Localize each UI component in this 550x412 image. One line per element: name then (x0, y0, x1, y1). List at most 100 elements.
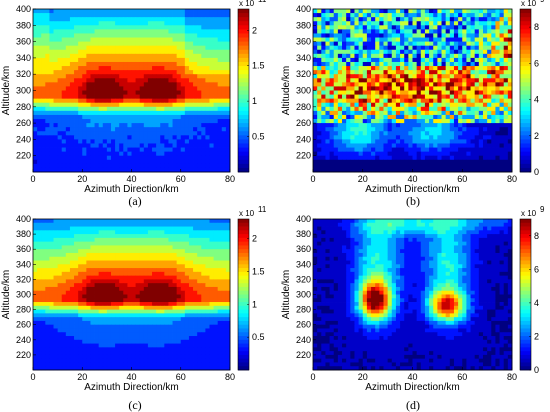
heatmap-cell (102, 252, 108, 258)
heatmap-cell (156, 119, 161, 124)
heatmap-cell (78, 275, 83, 280)
heatmap-cell (449, 106, 455, 112)
heatmap-cell (78, 147, 83, 153)
heatmap-cell (127, 21, 132, 26)
heatmap-cell (395, 21, 401, 26)
heatmap-cell (176, 119, 182, 124)
heatmap-cell (333, 41, 339, 47)
heatmap-cells (313, 9, 513, 173)
heatmap-cell (37, 9, 42, 14)
heatmap-cell (168, 256, 173, 261)
heatmap-cell (503, 37, 509, 43)
heatmap-cell (358, 110, 364, 116)
heatmap-cell (205, 123, 210, 128)
heatmap-cell (466, 131, 471, 136)
heatmap-cell (123, 114, 128, 120)
heatmap-cell (358, 82, 364, 87)
heatmap-cell (123, 127, 128, 132)
heatmap-cell (188, 114, 194, 120)
heatmap-cell (33, 131, 38, 136)
heatmap-cell (143, 25, 149, 30)
heatmap-cell (495, 131, 500, 136)
heatmap-cell (321, 127, 326, 132)
heatmap-cell (354, 114, 360, 120)
heatmap-cell (90, 29, 95, 34)
heatmap-cell (424, 33, 430, 38)
heatmap-cell (325, 82, 330, 87)
heatmap-cell (115, 143, 120, 148)
heatmap-cell (152, 147, 157, 153)
colorbar-segment (238, 13, 249, 18)
heatmap-cell (160, 237, 165, 243)
heatmap-cell (106, 61, 112, 67)
heatmap-cell (441, 41, 447, 47)
heatmap-cell (491, 57, 496, 63)
heatmap-cell (482, 151, 488, 157)
heatmap-cell (176, 49, 182, 55)
heatmap-cell (453, 155, 459, 161)
heatmap-cell (69, 119, 75, 124)
heatmap-cell (78, 78, 83, 83)
heatmap-cell (180, 131, 186, 136)
heatmap-cell (78, 159, 83, 165)
heatmap-cell (106, 226, 112, 231)
heatmap-cell (127, 151, 132, 157)
heatmap-cell (437, 151, 442, 157)
heatmap-cell (387, 25, 393, 30)
heatmap-cell (176, 268, 182, 273)
heatmap-cell (433, 78, 438, 83)
heatmap-cell (82, 102, 87, 108)
y-tick-label: 380 (296, 20, 311, 30)
heatmap-cell (123, 53, 128, 59)
heatmap-cell (106, 294, 112, 299)
heatmap-cell (358, 155, 364, 161)
heatmap-cell (172, 159, 178, 165)
heatmap-cell (478, 159, 484, 165)
heatmap-cell (188, 147, 194, 153)
heatmap-cell (143, 57, 149, 63)
heatmap-cell (387, 74, 393, 79)
heatmap-cell (416, 143, 422, 148)
heatmap-cell (78, 94, 83, 100)
heatmap-cell (342, 9, 347, 14)
heatmap-cell (420, 143, 426, 148)
heatmap-cell (453, 94, 459, 100)
heatmap-cell (184, 159, 190, 165)
heatmap-cell (317, 151, 322, 157)
heatmap-cell (201, 123, 206, 128)
heatmap-cell (217, 271, 223, 277)
heatmap-cell (41, 21, 46, 26)
heatmap-cell (33, 90, 38, 95)
heatmap-cell (102, 66, 108, 71)
heatmap-cell (205, 268, 210, 273)
heatmap-cell (86, 21, 91, 26)
heatmap-cell (474, 114, 480, 120)
heatmap-cell (176, 21, 182, 26)
heatmap-cell (503, 49, 509, 55)
heatmap-cell (213, 147, 219, 153)
heatmap-cell (205, 98, 210, 104)
heatmap-cell (33, 294, 38, 299)
heatmap-cell (147, 268, 153, 273)
heatmap-cell (143, 37, 149, 43)
heatmap-cell (49, 102, 54, 108)
heatmap-cell (379, 98, 384, 104)
heatmap-cell (139, 33, 145, 38)
heatmap-cell (119, 264, 124, 269)
heatmap-cell (458, 106, 463, 112)
heatmap-cell (49, 25, 54, 30)
heatmap-cell (466, 37, 471, 43)
heatmap-cell (143, 245, 149, 250)
heatmap-cell (102, 41, 108, 47)
heatmap-cell (74, 237, 79, 243)
heatmap-cells (33, 9, 231, 173)
colorbar-segment (238, 127, 249, 132)
heatmap-cell (98, 37, 104, 43)
heatmap-cell (346, 49, 351, 55)
heatmap-cell (139, 13, 145, 18)
heatmap-cell (37, 29, 42, 34)
heatmap-cell (383, 119, 389, 124)
heatmap-cell (470, 74, 476, 79)
heatmap-cell (445, 110, 451, 116)
heatmap-cell (470, 127, 476, 132)
